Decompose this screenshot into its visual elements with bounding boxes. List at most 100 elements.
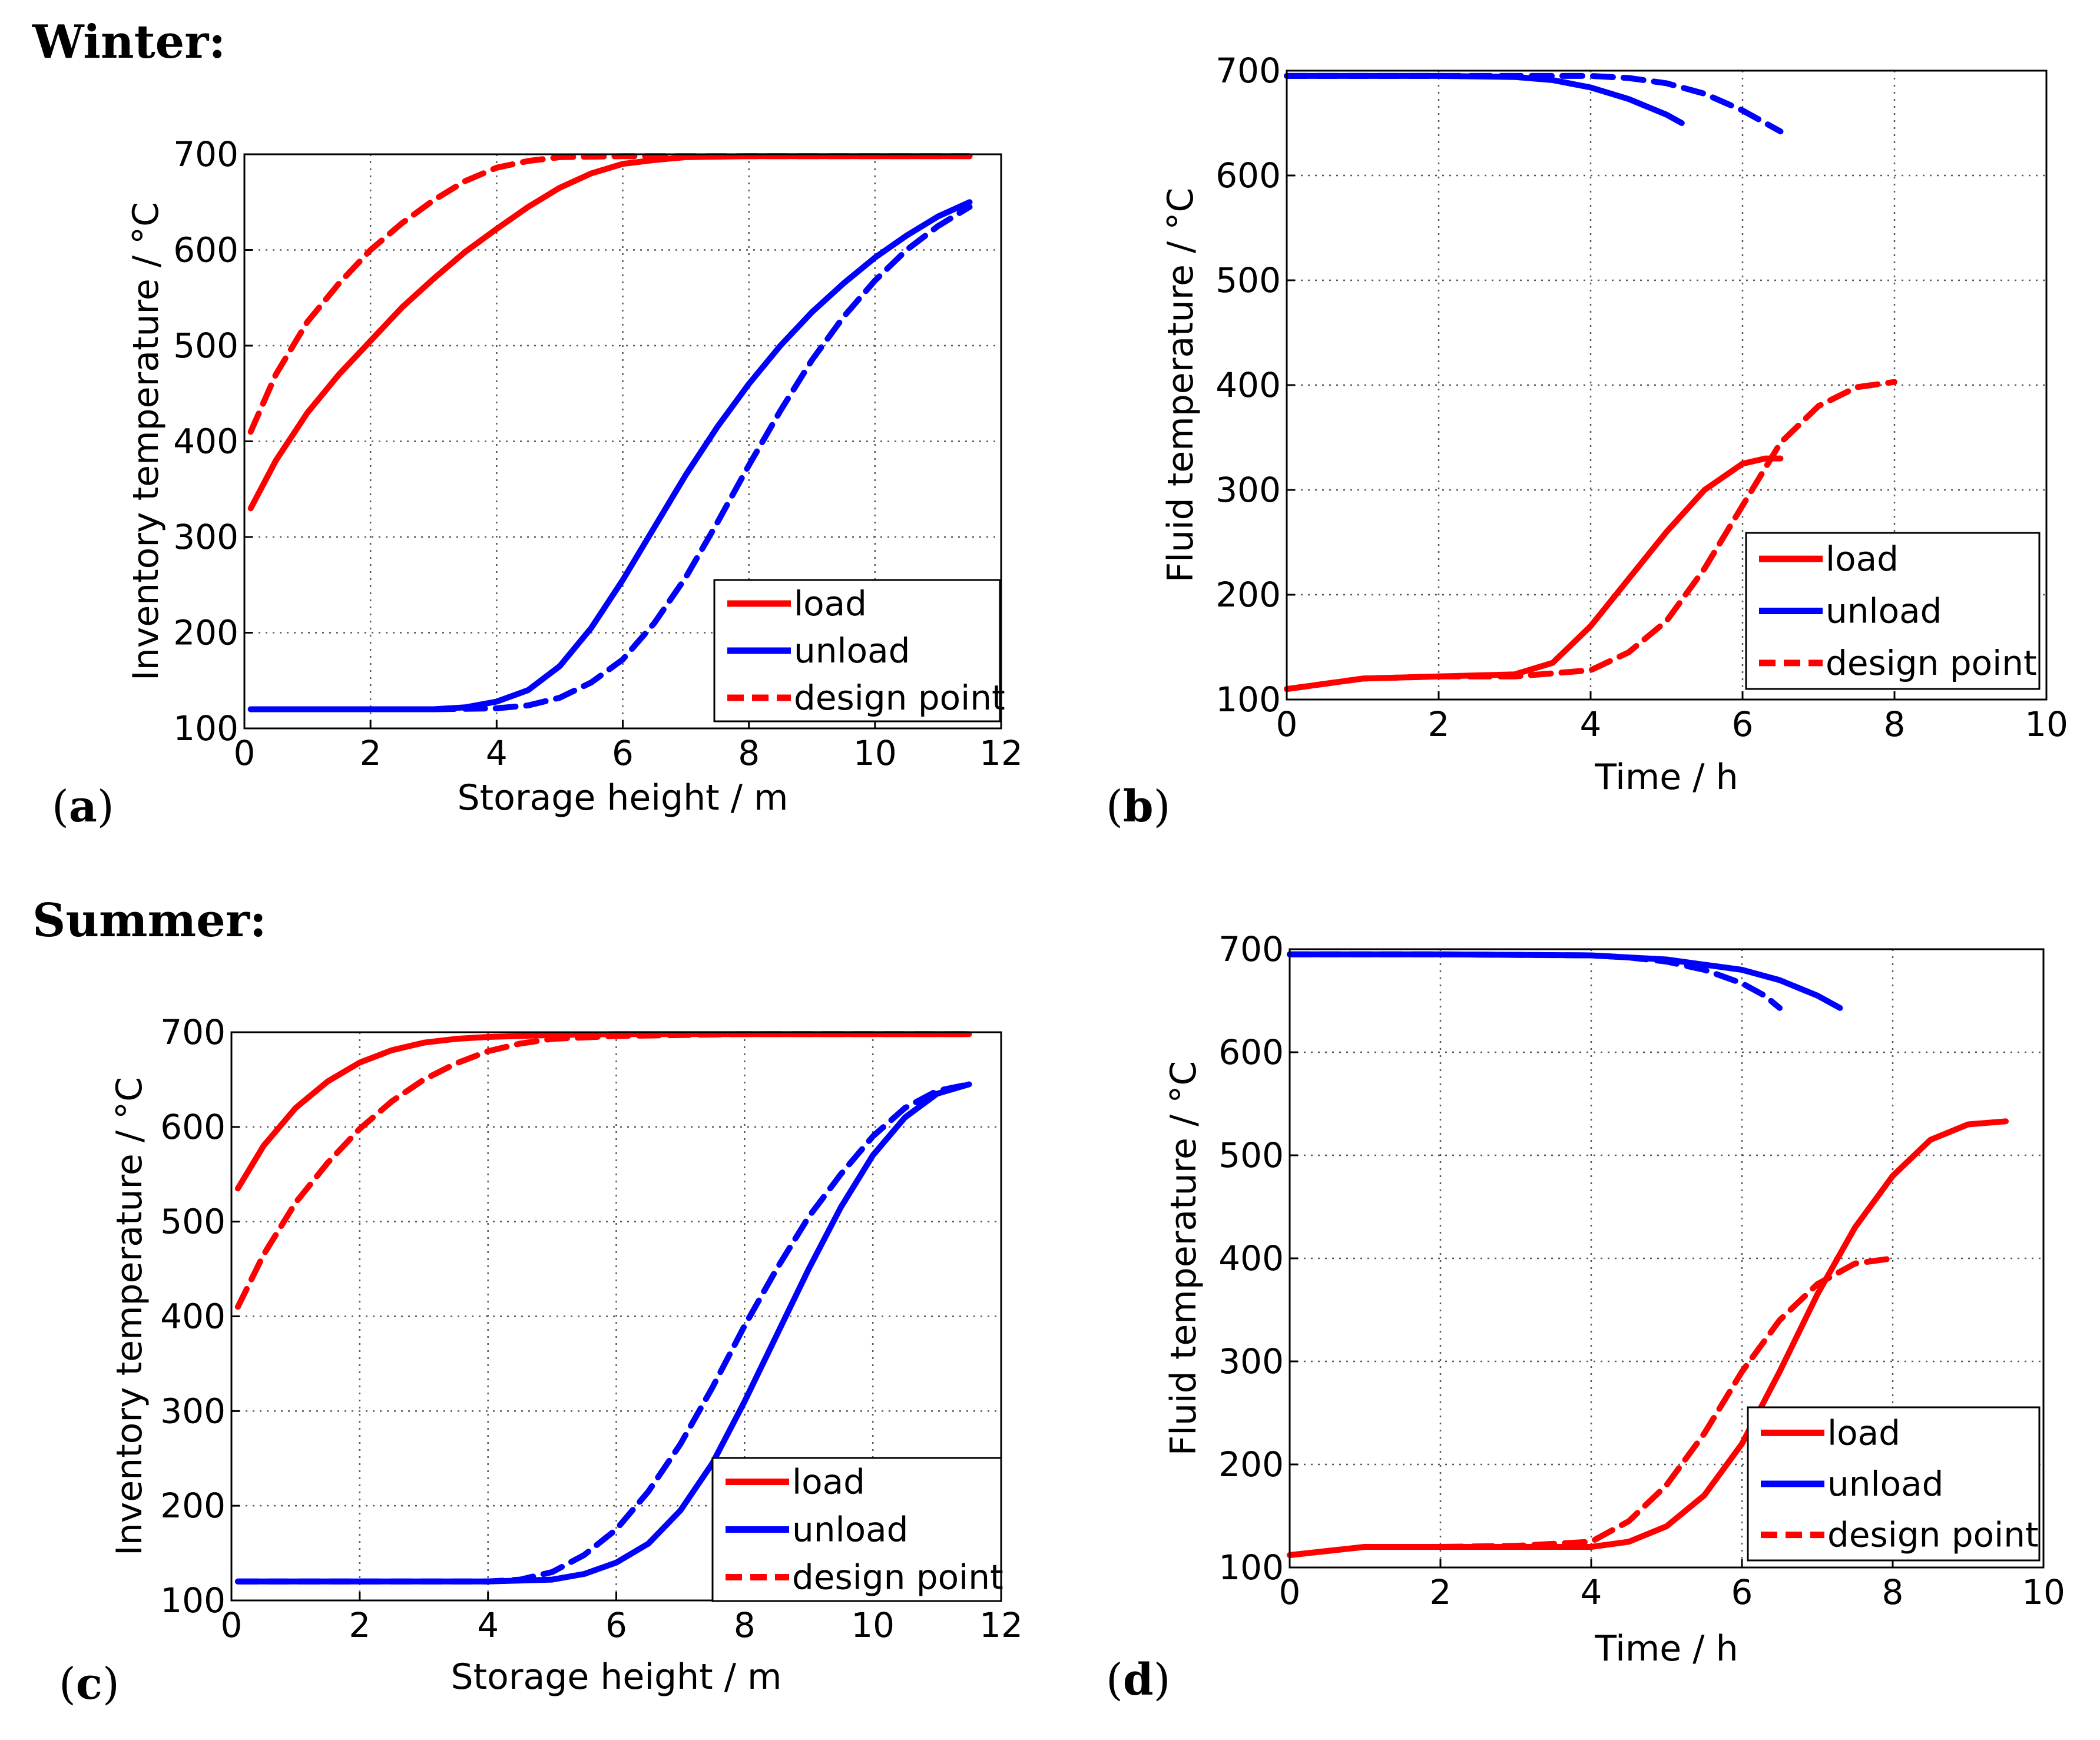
y-tick-label: 200 bbox=[160, 1486, 226, 1526]
panel-letter: c bbox=[76, 1659, 102, 1709]
legend-label: unload bbox=[1827, 1464, 1943, 1504]
y-tick-label: 300 bbox=[173, 517, 239, 557]
y-tick-label: 600 bbox=[160, 1107, 226, 1147]
series-line-unload-design-point bbox=[247, 204, 973, 712]
legend: load unload design point bbox=[1747, 1406, 2041, 1562]
panel-letter: b bbox=[1123, 781, 1154, 832]
x-tick-label: 12 bbox=[979, 733, 1023, 773]
y-tick-label: 300 bbox=[160, 1391, 226, 1431]
x-tick-label: 4 bbox=[1581, 1572, 1602, 1612]
y-tick-label: 100 bbox=[1218, 1547, 1284, 1587]
y-axis-label: Fluid temperature / °C bbox=[1160, 188, 1201, 582]
summer-title: Summer: bbox=[32, 894, 267, 947]
y-tick-label: 200 bbox=[173, 613, 239, 653]
panel-label-d: (d) bbox=[1106, 1655, 1171, 1705]
y-tick-label: 400 bbox=[160, 1297, 226, 1337]
x-axis-label: Time / h bbox=[1594, 1628, 1738, 1669]
panel-letter: d bbox=[1123, 1655, 1154, 1705]
chart-panel-b: 0 2 4 6 8 10 100 200 300 400 500 600 700 Time / h Flui… bbox=[1106, 51, 2068, 832]
panel-label-c: (c) bbox=[59, 1659, 120, 1709]
series-line-design-point bbox=[1287, 1255, 1896, 1558]
y-tick-label: 700 bbox=[1218, 929, 1284, 969]
panel-letter: a bbox=[69, 781, 97, 832]
legend-label: load bbox=[794, 584, 867, 624]
x-tick-label: 2 bbox=[1430, 1572, 1452, 1612]
x-tick-label: 10 bbox=[2025, 704, 2068, 744]
y-axis-label: Fluid temperature / °C bbox=[1163, 1061, 1204, 1456]
x-axis-label: Storage height / m bbox=[451, 1656, 782, 1698]
x-tick-label: 8 bbox=[734, 1605, 756, 1645]
legend: load unload design point bbox=[1745, 532, 2041, 690]
y-tick-label: 200 bbox=[1215, 575, 1281, 615]
x-tick-label: 6 bbox=[612, 733, 634, 773]
y-tick-label: 100 bbox=[1215, 680, 1281, 720]
x-tick-label: 0 bbox=[1279, 1572, 1301, 1612]
x-tick-label: 10 bbox=[2022, 1572, 2065, 1612]
chart-panel-d: 0 2 4 6 8 10 100 200 300 400 500 600 700 Time / h Flui… bbox=[1106, 929, 2065, 1705]
series-line-load bbox=[234, 1031, 972, 1192]
x-tick-label: 12 bbox=[979, 1605, 1023, 1645]
x-axis-label: Time / h bbox=[1594, 757, 1738, 798]
x-tick-label: 2 bbox=[349, 1605, 370, 1645]
y-tick-label: 400 bbox=[173, 422, 239, 462]
x-tick-label: 10 bbox=[853, 733, 897, 773]
y-tick-label: 500 bbox=[1215, 260, 1281, 300]
x-tick-label: 6 bbox=[1731, 1572, 1753, 1612]
y-tick-label: 400 bbox=[1215, 365, 1281, 405]
series-line-design-point bbox=[247, 153, 973, 435]
x-tick-label: 4 bbox=[477, 1605, 499, 1645]
y-tick-label: 600 bbox=[173, 230, 239, 270]
legend: load unload design point bbox=[711, 1457, 1003, 1602]
x-tick-label: 8 bbox=[1884, 704, 1906, 744]
legend-label: unload bbox=[1826, 591, 1942, 631]
x-tick-label: 6 bbox=[1732, 704, 1754, 744]
series-line-unload-design-point bbox=[1287, 951, 1783, 1011]
y-axis-label: Inventory temperature / °C bbox=[125, 202, 167, 681]
x-tick-label: 0 bbox=[1276, 704, 1298, 744]
x-tick-label: 0 bbox=[221, 1605, 243, 1645]
x-tick-label: 6 bbox=[605, 1605, 627, 1645]
x-tick-label: 8 bbox=[1882, 1572, 1904, 1612]
legend-label: load bbox=[792, 1462, 865, 1502]
y-tick-label: 100 bbox=[173, 708, 239, 748]
y-tick-label: 600 bbox=[1218, 1032, 1284, 1072]
legend-label: design point bbox=[1827, 1515, 2039, 1555]
legend-label: design point bbox=[792, 1557, 1003, 1598]
y-tick-label: 700 bbox=[160, 1012, 226, 1052]
y-tick-label: 600 bbox=[1215, 155, 1281, 195]
x-tick-label: 0 bbox=[234, 733, 256, 773]
x-tick-label: 2 bbox=[1428, 704, 1450, 744]
x-axis-label: Storage height / m bbox=[458, 777, 789, 818]
legend-label: load bbox=[1827, 1413, 1900, 1453]
legend-label: design point bbox=[794, 678, 1005, 718]
series-line-design-point bbox=[1284, 379, 1897, 692]
x-tick-label: 4 bbox=[486, 733, 508, 773]
legend-label: unload bbox=[794, 631, 910, 671]
y-tick-label: 300 bbox=[1218, 1341, 1284, 1381]
x-tick-label: 4 bbox=[1580, 704, 1602, 744]
legend-label: unload bbox=[792, 1510, 908, 1550]
panel-label-a: (a) bbox=[52, 781, 114, 832]
x-tick-label: 10 bbox=[851, 1605, 895, 1645]
y-tick-label: 700 bbox=[173, 134, 239, 174]
y-tick-label: 300 bbox=[1215, 470, 1281, 510]
y-tick-label: 500 bbox=[1218, 1135, 1284, 1175]
series-line-design-point bbox=[234, 1031, 972, 1310]
series-line-unload-design-point bbox=[234, 1081, 972, 1585]
panel-label-b: (b) bbox=[1106, 781, 1171, 832]
legend: load unload design point bbox=[713, 579, 1005, 722]
chart-panel-a: 0 2 4 6 8 10 12 100 200 300 400 500 600 700 Storage he… bbox=[52, 134, 1023, 832]
y-tick-label: 400 bbox=[1218, 1238, 1284, 1278]
x-tick-label: 2 bbox=[360, 733, 382, 773]
series-line-unload-design-point bbox=[1284, 72, 1784, 135]
y-tick-label: 700 bbox=[1215, 51, 1281, 91]
y-tick-label: 500 bbox=[160, 1202, 226, 1242]
y-tick-label: 500 bbox=[173, 326, 239, 366]
y-axis-label: Inventory temperature / °C bbox=[109, 1077, 150, 1556]
chart-panel-c: 0 2 4 6 8 10 12 100 200 300 400 500 600 700 Storage he… bbox=[59, 1012, 1023, 1709]
legend-label: load bbox=[1826, 539, 1899, 579]
x-tick-label: 8 bbox=[738, 733, 760, 773]
winter-title: Winter: bbox=[32, 15, 226, 69]
